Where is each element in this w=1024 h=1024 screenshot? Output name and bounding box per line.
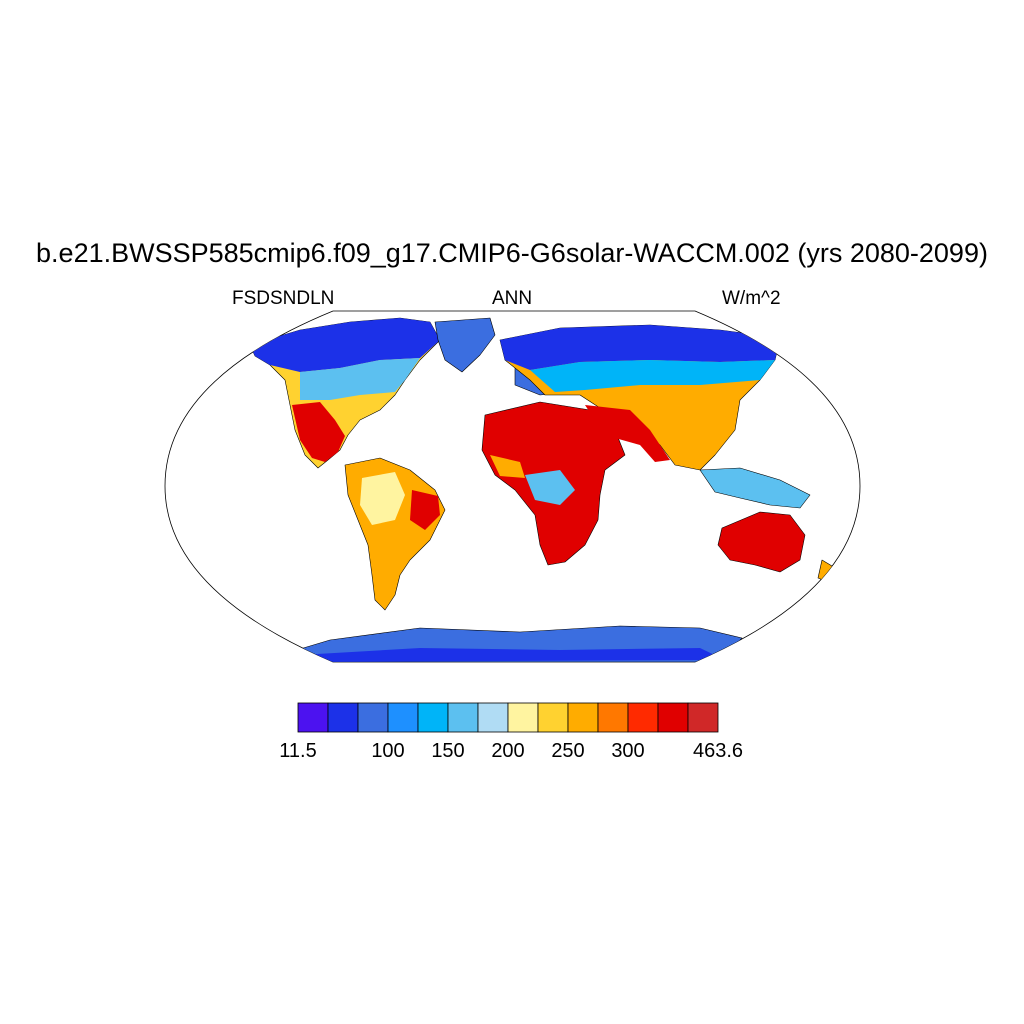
plot-title: b.e21.BWSSP585cmip6.f09_g17.CMIP6-G6sola… [36, 238, 988, 268]
colorbar-box-6 [477, 702, 509, 733]
variable-label: FSDSNDLN [232, 288, 335, 309]
colorbar-box-12 [657, 702, 689, 733]
colorbar-label: 150 [431, 740, 464, 762]
colorbar-label: 250 [551, 740, 584, 762]
colorbar-label: 11.5 [279, 740, 316, 762]
colorbar-box-13 [687, 702, 719, 733]
australia [717, 511, 806, 573]
colorbar-label: 300 [611, 740, 644, 762]
colorbar-box-8 [537, 702, 569, 733]
colorbar-box-4 [417, 702, 449, 733]
colorbar-box-3 [387, 702, 419, 733]
colorbar-box-1 [327, 702, 359, 733]
colorbar-label: 200 [491, 740, 524, 762]
asia-cold [500, 325, 780, 370]
colorbar-box-7 [507, 702, 539, 733]
north-america-cold [250, 318, 440, 372]
colorbar-box-11 [627, 702, 659, 733]
units-label: W/m^2 [722, 288, 781, 309]
south-america-hot [410, 490, 440, 530]
africa-savanna [490, 455, 525, 478]
colorbar-label: 100 [371, 740, 404, 762]
maritime-continent [699, 467, 811, 509]
africa-equatorial [525, 470, 575, 505]
colorbar-box-5 [447, 702, 479, 733]
north-america-mid [300, 358, 420, 400]
colorbar-box-10 [597, 702, 629, 733]
colorbar-box-0 [297, 702, 329, 733]
greenland [434, 317, 496, 373]
arabia-india [585, 405, 670, 462]
colorbar-box-2 [357, 702, 389, 733]
amazon-region [360, 472, 405, 525]
asia-mid [530, 360, 775, 392]
colorbar-box-9 [567, 702, 599, 733]
antarctica-interior [300, 648, 725, 662]
season-label: ANN [491, 288, 533, 309]
colorbar-label: 463.6 [693, 740, 743, 762]
north-america-hot [292, 402, 345, 462]
